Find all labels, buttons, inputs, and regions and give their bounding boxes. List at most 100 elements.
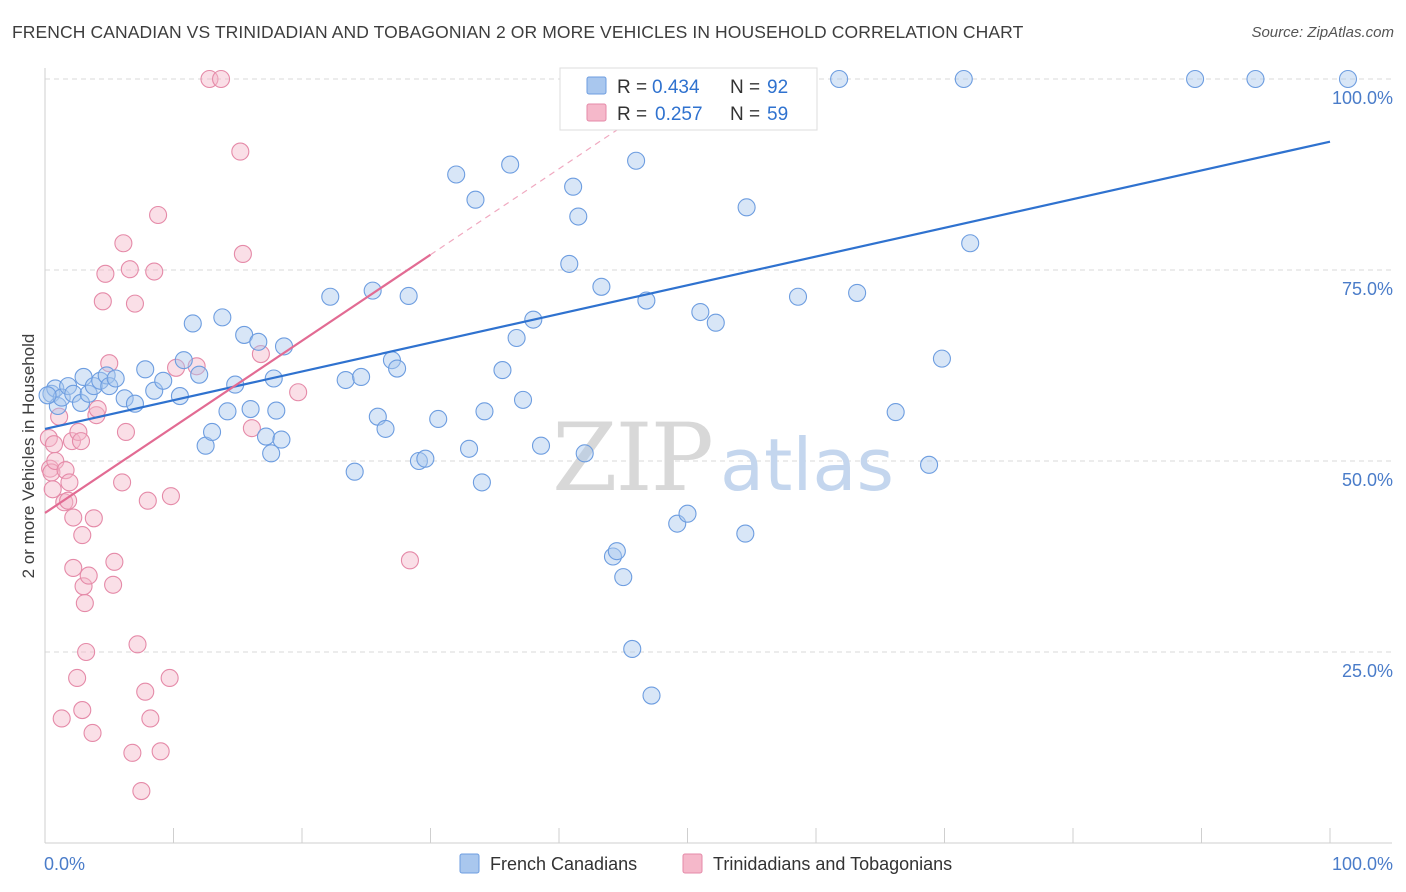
french-canadians-point-37 [321, 287, 340, 306]
french-canadians-point-19 [170, 387, 189, 406]
trinidadians-point-37 [123, 743, 142, 762]
french-canadians-point-76 [706, 313, 725, 332]
trinidadians-point-43 [141, 709, 160, 728]
stats-r-label-blue: R = [617, 77, 647, 98]
trinidadians-point-33 [113, 473, 132, 492]
french-canadians-point-40 [352, 367, 371, 387]
trinidadians-point-35 [116, 422, 136, 442]
chart-title: FRENCH CANADIAN VS TRINIDADIAN AND TOBAG… [12, 22, 1024, 42]
french-canadians-point-45 [388, 359, 407, 378]
french-canadians-point-56 [501, 155, 520, 174]
french-canadians-point-7 [74, 367, 93, 387]
french-canadians-point-69 [623, 639, 642, 658]
trinidadians-point-45 [149, 205, 168, 225]
trinidadians-point-24 [83, 723, 102, 743]
french-canadians-point-82 [848, 283, 867, 302]
french-canadians-point-63 [569, 207, 588, 226]
french-canadians-point-16 [136, 360, 155, 379]
french-canadians-point-5 [64, 384, 83, 403]
french-canadians-point-67 [607, 542, 626, 561]
trinidadians-point-7 [52, 709, 71, 728]
legend-label-french-canadians: French Canadians [490, 854, 637, 874]
trinidadians-point-13 [64, 558, 83, 578]
stats-n-value-pink: 59 [767, 104, 788, 125]
french-canadians-point-24 [203, 422, 222, 442]
french-canadians-point-48 [416, 449, 435, 468]
stats-n-label-blue: N = [730, 77, 760, 98]
stats-n-value-blue: 92 [767, 77, 788, 98]
trinidadians-point-32 [105, 552, 124, 571]
french-canadians-point-78 [737, 198, 756, 217]
trinidadians-point-53 [231, 142, 250, 161]
french-canadians-point-60 [531, 436, 551, 455]
trinidadians-point-5 [46, 451, 65, 471]
french-canadians-point-90 [1338, 69, 1358, 89]
trinidadians-point-38 [125, 294, 144, 313]
french-canadians-point-74 [678, 504, 697, 523]
bottom-legend: French Canadians Trinidadians and Tobago… [459, 853, 952, 874]
french-canadians-point-87 [961, 234, 980, 253]
trinidadians-point-52 [211, 69, 231, 89]
french-canadians-point-32 [262, 444, 281, 463]
french-canadians-point-53 [472, 473, 491, 492]
french-canadians-point-20 [174, 351, 193, 370]
trinidadians-point-3 [43, 480, 62, 499]
legend-swatch-trinidadians [682, 853, 703, 874]
trinidadians-point-36 [120, 260, 139, 279]
french-canadians-point-30 [249, 332, 268, 351]
french-canadians-point-6 [71, 393, 91, 412]
french-canadians-point-3 [52, 388, 71, 407]
trend-lines [44, 116, 1331, 514]
french-canadians-point-52 [466, 190, 485, 209]
french-canadians-point-57 [507, 328, 526, 348]
x-tick-label-0: 0.0% [44, 854, 85, 874]
legend-swatch-french-canadians [459, 853, 480, 874]
series-trinidadians-points [39, 69, 419, 801]
french-canadians-point-12 [100, 377, 119, 396]
french-canadians-point-72 [642, 686, 661, 705]
french-canadians-point-77 [736, 524, 755, 543]
trinidadians-point-39 [128, 635, 147, 654]
trinidadians-point-25 [84, 509, 103, 528]
french-canadians-point-22 [190, 365, 209, 384]
trinidadians-point-14 [64, 508, 83, 527]
trend-line-trinidadians-extension [430, 116, 637, 256]
y-tick-label-3: 100.0% [1332, 88, 1393, 108]
series-french-canadians-points [38, 69, 1358, 705]
french-canadians-point-64 [575, 444, 594, 463]
french-canadians-point-91 [38, 386, 57, 405]
french-canadians-point-68 [614, 568, 633, 587]
french-canadians-point-58 [513, 390, 533, 409]
trinidadians-point-22 [77, 642, 96, 662]
french-canadians-point-13 [106, 369, 125, 388]
trinidadians-point-18 [73, 701, 92, 720]
french-canadians-point-38 [336, 370, 355, 390]
trinidadians-point-15 [68, 668, 87, 688]
french-canadians-point-79 [788, 287, 808, 306]
french-canadians-point-83 [886, 403, 905, 422]
trinidadians-point-34 [114, 234, 133, 253]
french-canadians-point-35 [272, 430, 291, 449]
french-canadians-point-89 [1246, 69, 1265, 89]
french-canadians-point-29 [241, 399, 260, 419]
french-canadians-point-50 [447, 165, 466, 184]
french-canadians-point-84 [920, 455, 939, 474]
legend-label-trinidadians: Trinidadians and Tobagonians [713, 854, 952, 874]
trinidadians-point-44 [145, 262, 164, 281]
trinidadians-point-54 [233, 244, 252, 264]
french-canadians-point-25 [213, 308, 232, 327]
stats-r-value-blue: 0.434 [652, 77, 700, 98]
french-canadians-point-49 [429, 409, 448, 429]
trinidadians-point-28 [93, 292, 112, 311]
trinidadians-point-55 [242, 419, 261, 438]
french-canadians-point-14 [115, 389, 134, 408]
axes [44, 68, 1392, 844]
french-canadians-point-43 [376, 419, 395, 438]
gridlines [45, 78, 1392, 653]
watermark: ZIP atlas [552, 404, 894, 513]
trinidadians-point-47 [160, 668, 179, 688]
french-canadians-point-26 [218, 402, 237, 421]
watermark-zip: ZIP [552, 404, 712, 513]
french-canadians-point-86 [954, 69, 973, 89]
